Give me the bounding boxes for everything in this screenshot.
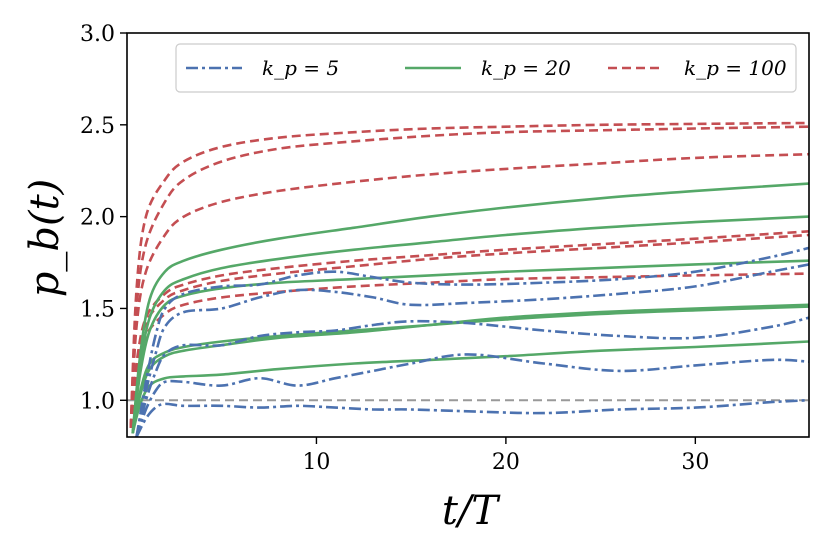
series-line-kp5-3 [135, 353, 809, 437]
legend-label-kp20: k_p = 20 [481, 56, 571, 80]
plot-frame [126, 32, 810, 438]
x-tick-label: 10 [302, 450, 330, 475]
series-layer [127, 121, 809, 437]
series-line-kp20-3 [131, 305, 809, 434]
series-line-kp5-4 [135, 399, 809, 437]
legend-box [175, 43, 797, 93]
legend: k_p = 5 k_p = 20 k_p = 100 [175, 43, 797, 93]
y-axis-label: p_b(t) [22, 179, 68, 298]
series-line-kp5-2 [135, 316, 809, 437]
series-line-kp100-0 [129, 121, 809, 428]
legend-label-kp5: k_p = 5 [262, 56, 339, 80]
series-line-kp20-0 [131, 182, 809, 434]
y-tick-label: 2.0 [80, 206, 115, 231]
y-tick-label: 3.0 [80, 22, 115, 47]
series-line-kp100-3 [129, 230, 809, 428]
series-line-kp100-5 [129, 272, 809, 428]
series-line-kp5-0 [135, 246, 809, 437]
tick-layer: 10 20 30 1.0 1.5 2.0 2.5 3.0 [80, 22, 709, 475]
series-line-kp100-2 [129, 152, 809, 428]
y-tick-label: 1.5 [80, 297, 115, 322]
x-tick-label: 20 [492, 450, 520, 475]
legend-label-kp100: k_p = 100 [684, 56, 787, 80]
series-line-kp5-1 [135, 263, 809, 437]
x-tick-label: 30 [681, 450, 709, 475]
series-line-kp20-1 [131, 215, 809, 434]
series-line-kp20-2 [131, 259, 809, 434]
y-tick-label: 2.5 [80, 114, 115, 139]
y-tick-label: 1.0 [80, 389, 115, 414]
x-axis-label: t/T [442, 488, 502, 534]
series-line-kp100-4 [129, 233, 809, 428]
